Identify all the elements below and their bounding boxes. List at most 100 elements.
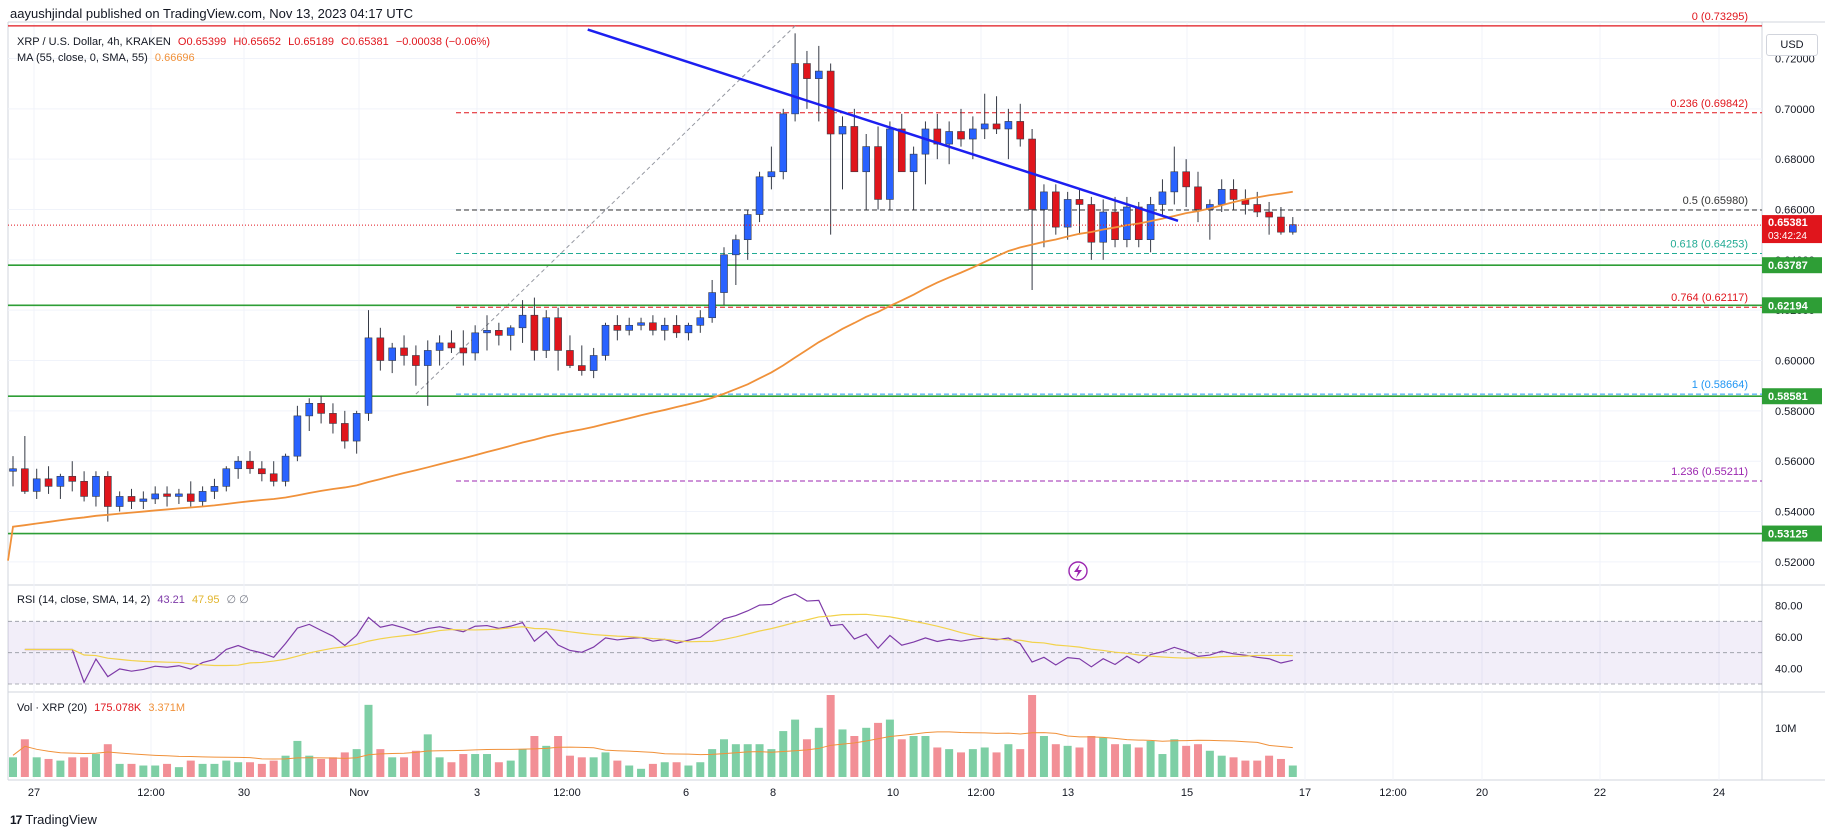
volume-bar xyxy=(411,750,420,777)
volume-bar xyxy=(826,695,835,777)
candle xyxy=(732,234,740,286)
volume-y-tick: 10M xyxy=(1775,723,1796,735)
candle-body xyxy=(471,332,479,354)
symbol-legend[interactable]: XRP / U.S. Dollar, 4h, KRAKEN O0.65399 H… xyxy=(17,36,494,48)
symbol-title: XRP / U.S. Dollar, 4h, KRAKEN xyxy=(17,36,171,48)
candle-body xyxy=(767,171,776,178)
candle-body xyxy=(56,475,65,487)
candle-body xyxy=(720,254,728,293)
volume-bar xyxy=(791,719,800,777)
candle-body xyxy=(329,413,337,424)
volume-bar xyxy=(257,763,266,777)
candle xyxy=(554,307,562,371)
candle-body xyxy=(1253,204,1262,213)
candle xyxy=(423,340,432,406)
volume-bar xyxy=(1194,744,1202,777)
footer-logo-text: TradingView xyxy=(25,812,97,827)
volume-bar xyxy=(151,765,160,777)
candle-body xyxy=(32,478,41,492)
candle xyxy=(163,486,171,507)
currency-button[interactable]: USD xyxy=(1766,34,1818,56)
volume-ma-line xyxy=(12,731,1293,760)
candle-body xyxy=(92,475,100,497)
rsi-y-tick: 40.00 xyxy=(1775,663,1803,675)
volume-bar xyxy=(1276,758,1285,777)
x-tick-label: 12:00 xyxy=(137,787,165,799)
volume-bar xyxy=(1075,747,1084,777)
volume-bar xyxy=(317,758,326,777)
candle-body xyxy=(957,131,965,140)
rsi-line xyxy=(24,593,1293,684)
volume-bar xyxy=(115,763,124,777)
candle xyxy=(104,471,112,522)
x-tick-label: 20 xyxy=(1476,787,1488,799)
candle xyxy=(1052,184,1060,235)
candle-body xyxy=(577,365,586,371)
volume-bar xyxy=(1288,765,1297,777)
candle-body xyxy=(1265,211,1273,218)
candle xyxy=(720,247,728,306)
candle-body xyxy=(755,176,764,215)
candle xyxy=(660,317,669,341)
rsi-label: RSI (14, close, SMA, 14, 2) xyxy=(17,594,151,606)
volume-bar xyxy=(601,752,610,777)
tradingview-logo-icon: 17 xyxy=(10,812,22,827)
volume-bar xyxy=(577,757,586,777)
candle xyxy=(980,93,989,140)
candle-body xyxy=(376,337,385,361)
rsi-y-tick: 60.00 xyxy=(1775,632,1803,644)
candle xyxy=(364,310,373,421)
fib-level-label: 1 (0.58664) xyxy=(1692,379,1748,391)
candle xyxy=(210,478,219,499)
volume-legend[interactable]: Vol · XRP (20) 175.078K 3.371M xyxy=(17,702,189,714)
candle-body xyxy=(874,146,882,200)
candle xyxy=(329,403,337,434)
candle-body xyxy=(80,481,88,497)
candle-body xyxy=(554,317,562,351)
candle-body xyxy=(732,239,740,256)
x-tick-label: 6 xyxy=(683,787,689,799)
candle xyxy=(1217,179,1226,213)
volume-bar xyxy=(708,749,717,777)
x-tick-label: 22 xyxy=(1594,787,1606,799)
candle xyxy=(68,461,77,492)
volume-bar xyxy=(293,740,302,777)
volume-bar xyxy=(494,762,503,777)
candle xyxy=(9,456,17,487)
volume-bar xyxy=(589,757,598,777)
volume-bar xyxy=(186,760,195,777)
candle-body xyxy=(483,330,491,334)
candle xyxy=(530,297,539,361)
volume-bar xyxy=(696,762,705,777)
volume-bar xyxy=(921,736,930,777)
volume-bar xyxy=(9,757,17,777)
support-price-label: 0.53125 xyxy=(1768,529,1808,541)
volume-bar xyxy=(1229,757,1238,777)
candle-body xyxy=(1075,199,1084,205)
candle-body xyxy=(589,355,598,371)
candle-body xyxy=(9,468,17,472)
candle xyxy=(352,410,361,454)
ma-line xyxy=(7,190,1293,561)
candle-body xyxy=(139,498,148,502)
rsi-legend[interactable]: RSI (14, close, SMA, 14, 2) 43.21 47.95 … xyxy=(17,593,253,606)
candle-body xyxy=(542,317,551,351)
x-tick-label: 17 xyxy=(1299,787,1311,799)
candle xyxy=(1111,196,1119,248)
x-tick-label: 24 xyxy=(1713,787,1725,799)
candle xyxy=(305,398,314,431)
candle-body xyxy=(234,460,242,470)
high-value: H0.65652 xyxy=(233,36,282,48)
support-price-label: 0.58581 xyxy=(1768,391,1808,403)
candle-body xyxy=(779,113,788,173)
candle-body xyxy=(305,403,314,417)
candle xyxy=(1241,189,1250,215)
volume-bar xyxy=(1111,744,1120,777)
tradingview-footer: 17 TradingView xyxy=(10,812,97,827)
candle-body xyxy=(495,330,503,336)
x-tick-label: 12:00 xyxy=(1379,787,1407,799)
x-tick-label: 8 xyxy=(770,787,776,799)
ma-label: MA (55, close, 0, SMA, 55) xyxy=(17,52,148,64)
ma-legend[interactable]: MA (55, close, 0, SMA, 55) 0.66696 xyxy=(17,52,199,64)
